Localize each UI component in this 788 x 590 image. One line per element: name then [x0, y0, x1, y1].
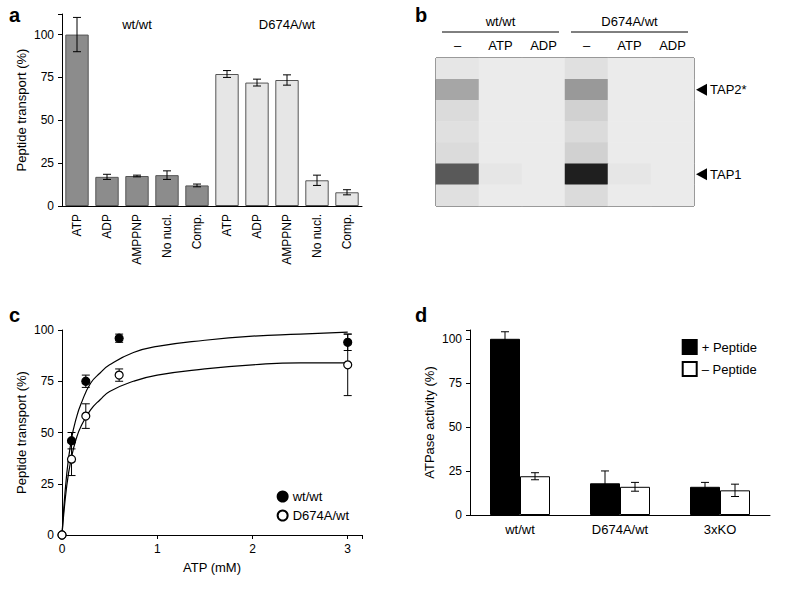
svg-text:ADP: ADP: [100, 214, 114, 239]
svg-text:75: 75: [41, 374, 55, 388]
svg-text:75: 75: [449, 376, 463, 390]
svg-text:25: 25: [41, 477, 55, 491]
svg-text:2: 2: [249, 542, 256, 556]
svg-text:Comp.: Comp.: [340, 214, 354, 249]
svg-text:50: 50: [449, 420, 463, 434]
svg-text:ATP: ATP: [220, 214, 234, 236]
svg-text:50: 50: [41, 113, 55, 127]
svg-text:100: 100: [34, 28, 54, 42]
svg-text:d: d: [415, 304, 427, 326]
svg-text:0: 0: [455, 508, 462, 522]
svg-text:ADP: ADP: [250, 214, 264, 239]
svg-text:D674A/wt: D674A/wt: [259, 17, 316, 32]
svg-text:a: a: [9, 4, 21, 26]
svg-text:100: 100: [442, 332, 462, 346]
svg-text:100: 100: [34, 323, 54, 337]
svg-text:wt/wt: wt/wt: [485, 14, 516, 29]
svg-text:ADP: ADP: [530, 38, 557, 53]
svg-text:AMPPNP: AMPPNP: [130, 214, 144, 265]
svg-text:No nucl.: No nucl.: [310, 214, 324, 258]
svg-text:TAP1: TAP1: [710, 167, 742, 182]
svg-text:b: b: [415, 4, 427, 26]
svg-text:TAP2*: TAP2*: [710, 82, 747, 97]
svg-text:wt/wt: wt/wt: [292, 489, 323, 504]
svg-text:c: c: [9, 304, 20, 326]
svg-text:ATP (mM): ATP (mM): [183, 560, 241, 575]
svg-text:wt/wt: wt/wt: [121, 17, 152, 32]
svg-text:Peptide transport (%): Peptide transport (%): [14, 371, 29, 494]
svg-text:3: 3: [344, 542, 351, 556]
svg-text:3xKO: 3xKO: [704, 522, 737, 537]
svg-text:0: 0: [47, 528, 54, 542]
svg-text:0: 0: [59, 542, 66, 556]
svg-text:0: 0: [47, 199, 54, 213]
svg-text:wt/wt: wt/wt: [504, 522, 535, 537]
svg-text:D674A/wt: D674A/wt: [293, 508, 350, 523]
svg-text:Comp.: Comp.: [190, 214, 204, 249]
svg-text:75: 75: [41, 70, 55, 84]
svg-text:25: 25: [449, 464, 463, 478]
svg-text:–: –: [583, 38, 591, 53]
svg-text:50: 50: [41, 426, 55, 440]
svg-text:+ Peptide: + Peptide: [702, 340, 757, 355]
svg-text:Peptide transport (%): Peptide transport (%): [14, 49, 29, 172]
svg-text:No nucl.: No nucl.: [160, 214, 174, 258]
svg-text:ATP: ATP: [70, 214, 84, 236]
svg-text:–: –: [454, 38, 462, 53]
svg-text:1: 1: [154, 542, 161, 556]
svg-text:D674A/wt: D674A/wt: [601, 14, 658, 29]
svg-text:ATP: ATP: [488, 38, 512, 53]
svg-text:25: 25: [41, 156, 55, 170]
svg-text:ADP: ADP: [659, 38, 686, 53]
svg-text:ATP: ATP: [617, 38, 641, 53]
svg-text:D674A/wt: D674A/wt: [592, 522, 649, 537]
svg-text:ATPase activity (%): ATPase activity (%): [422, 366, 437, 478]
svg-text:– Peptide: – Peptide: [702, 362, 757, 377]
svg-text:AMPPNP: AMPPNP: [280, 214, 294, 265]
